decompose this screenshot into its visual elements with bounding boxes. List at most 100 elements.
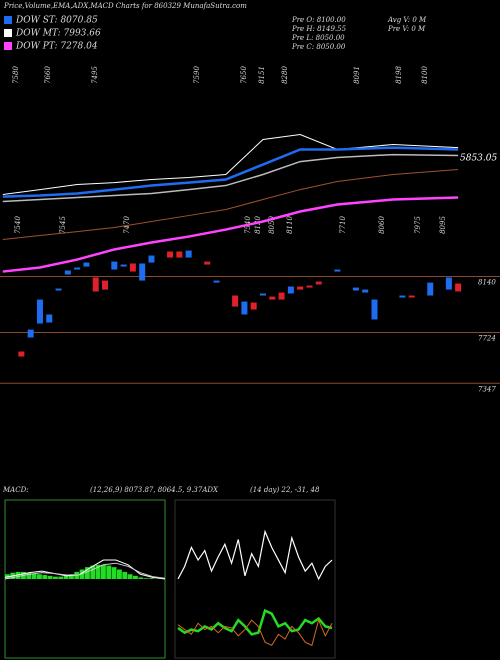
legend-swatch (4, 16, 12, 24)
candle (185, 250, 192, 258)
candle (232, 295, 239, 307)
histogram-bar (122, 571, 128, 579)
top-label: 7650 (240, 66, 248, 84)
bottom-label: 7470 (123, 216, 131, 234)
adx-line (177, 608, 333, 636)
histogram-bar (111, 567, 117, 579)
top-label: 7660 (44, 66, 52, 84)
candle (46, 314, 53, 323)
candle (204, 261, 211, 265)
histogram-bar (133, 575, 138, 579)
info: Pre V: 0 M (387, 25, 426, 33)
histogram-bar (15, 571, 21, 579)
candle (408, 295, 415, 298)
candle (176, 251, 183, 258)
bottom-label: 7975 (414, 216, 422, 234)
histogram-bar (63, 575, 69, 579)
adx-line (177, 529, 333, 581)
histogram-bar (95, 564, 101, 579)
ma-line (2, 153, 459, 203)
candle (250, 302, 257, 310)
info: Pre H: 8149.55 (291, 25, 347, 33)
candle (167, 251, 174, 258)
legend-swatch (4, 42, 12, 50)
bottom-label: 8130 (254, 216, 262, 234)
candle (18, 351, 25, 357)
bottom-label: 7545 (59, 216, 67, 234)
macd-line (4, 562, 166, 580)
candle (36, 299, 43, 324)
adx-panel (174, 499, 336, 659)
candle (306, 285, 313, 288)
histogram-bar (117, 569, 122, 579)
candle (111, 261, 118, 270)
candle (139, 263, 146, 281)
histogram-bar (138, 577, 144, 579)
top-label: 7495 (91, 66, 99, 84)
histogram-bar (149, 578, 154, 579)
adx-values: (14 day) 22, -31, 48 (250, 486, 320, 494)
info: Pre O: 8100.00 (291, 16, 346, 24)
candle (334, 269, 341, 272)
candle (352, 287, 359, 291)
candle (371, 299, 378, 320)
candle (445, 277, 452, 290)
histogram-bar (53, 576, 58, 579)
macd-line (4, 559, 166, 580)
histogram-bar (85, 567, 90, 579)
candle (148, 255, 155, 263)
ma-line (2, 146, 459, 198)
histogram-bar (127, 574, 133, 579)
histogram-bar (69, 574, 74, 579)
candle (102, 280, 109, 290)
macd-values: (12,26,9) 8073.87, 8064.5, 9.37ADX (90, 486, 219, 494)
legend-entry: DOW PT: 7278.04 (15, 42, 98, 52)
histogram-bar (37, 574, 42, 579)
histogram-bar (143, 578, 149, 579)
candle (269, 296, 276, 300)
candle (27, 329, 34, 338)
y-tick-label: 7724 (478, 335, 496, 343)
top-label: 7580 (12, 66, 20, 84)
y-tick-label: 7347 (478, 385, 496, 393)
adx-line (177, 618, 333, 647)
candle (427, 282, 434, 296)
histogram-bar (42, 575, 48, 579)
histogram-bar (26, 572, 32, 579)
top-label: 8100 (421, 66, 429, 84)
histogram-bar (101, 564, 106, 579)
top-label: 8198 (395, 66, 403, 84)
ma-line (2, 134, 459, 196)
top-label: 7590 (193, 66, 201, 84)
bottom-label: 8060 (378, 216, 386, 234)
candle (74, 267, 81, 270)
candle (241, 301, 248, 315)
ma-line (2, 169, 459, 241)
legend-entry: DOW MT: 7993.66 (15, 29, 101, 39)
candle (278, 292, 285, 300)
candle (55, 288, 62, 291)
macd-label: MACD: (2, 486, 29, 494)
legend-entry: DOW ST: 8070.85 (15, 16, 98, 26)
candle (362, 289, 369, 293)
info: Pre L: 8050.00 (291, 34, 345, 42)
annotation: 5853.05 (460, 154, 497, 164)
candle (287, 286, 294, 294)
info: Avg V: 0 M (387, 16, 427, 24)
top-label: 8091 (353, 66, 361, 84)
bottom-label: 8095 (439, 216, 447, 234)
top-label: 8151 (258, 66, 266, 84)
candle (83, 262, 90, 267)
bottom-label: 8110 (286, 216, 294, 234)
bottom-label: 7540 (14, 216, 22, 234)
candle (455, 283, 462, 292)
candle (120, 264, 127, 267)
bottom-label: 7710 (339, 216, 347, 234)
ma-line (2, 196, 459, 273)
candle (399, 295, 406, 298)
candle (64, 270, 71, 275)
candle (297, 286, 304, 290)
top-label: 8280 (281, 66, 289, 84)
candle (213, 280, 220, 283)
legend-swatch (4, 29, 12, 37)
